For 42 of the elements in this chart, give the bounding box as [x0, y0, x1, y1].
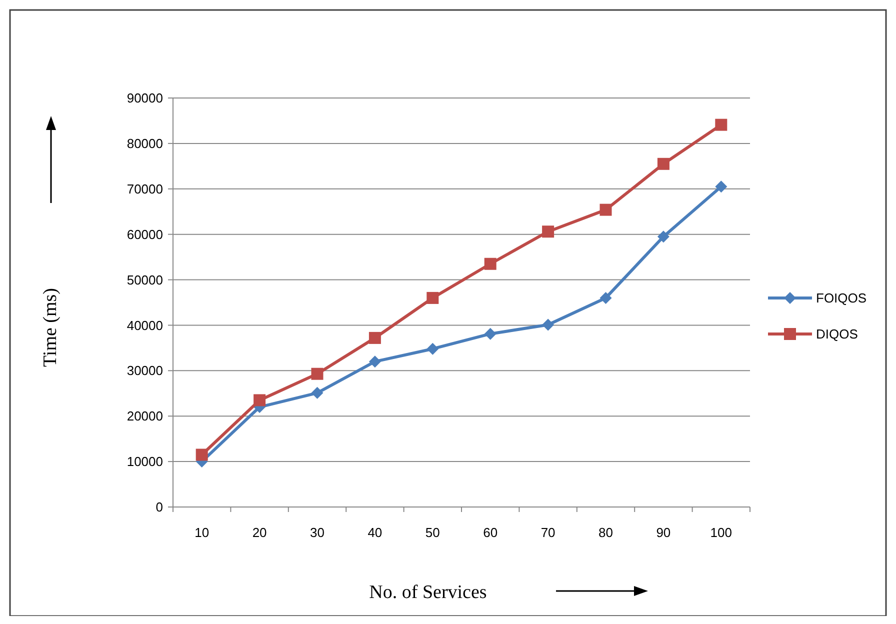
legend-label: DIQOS	[816, 326, 858, 342]
x-tick-label: 40	[368, 525, 382, 540]
point	[715, 180, 728, 193]
x-tick-label: 80	[598, 525, 613, 540]
legend-label: FOIQOS	[816, 290, 867, 306]
y-tick-label: 30000	[126, 363, 163, 378]
point	[484, 328, 496, 340]
y-tick-label: 80000	[126, 136, 163, 151]
point	[368, 356, 381, 368]
point	[657, 230, 670, 243]
x-tick-label: 50	[425, 525, 440, 540]
point	[600, 204, 612, 216]
point	[715, 118, 728, 131]
x-axis-title: No. of Services	[369, 582, 487, 603]
point	[196, 448, 208, 461]
y-tick-label: 90000	[126, 90, 163, 106]
x-tick-label: 30	[310, 525, 324, 540]
point	[542, 318, 554, 331]
point	[426, 342, 439, 355]
point	[657, 158, 670, 170]
y-tick-label: 40000	[126, 318, 163, 333]
y-axis-title: Time (ms)	[40, 288, 61, 368]
x-tick-label: 20	[252, 525, 267, 540]
y-tick-label: 50000	[126, 272, 163, 288]
point	[600, 292, 612, 304]
point	[311, 368, 324, 380]
x-tick-label: 70	[540, 525, 556, 540]
point	[254, 394, 266, 406]
point	[311, 386, 324, 399]
point	[542, 226, 554, 238]
point	[426, 292, 439, 304]
x-tick-label: 90	[656, 525, 671, 540]
y-tick-label: 20000	[126, 408, 163, 424]
y-tick-label: 60000	[126, 226, 163, 242]
point	[368, 332, 381, 344]
point	[484, 258, 496, 270]
x-tick-label: 60	[483, 525, 498, 540]
y-tick-label: 70000	[126, 181, 163, 196]
x-tick-label: 100	[710, 525, 732, 540]
x-tick-label: 10	[194, 525, 210, 540]
y-tick-label: 10000	[126, 454, 163, 470]
y-tick-label: 0	[156, 500, 163, 515]
